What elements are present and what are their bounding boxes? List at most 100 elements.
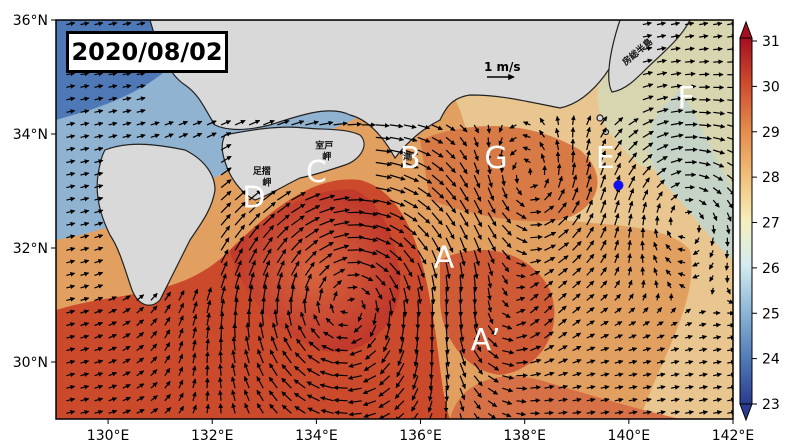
current-arrow bbox=[473, 375, 483, 387]
current-arrow bbox=[570, 126, 576, 138]
current-arrow bbox=[220, 120, 232, 126]
region-labels: A A’ B C D E F G bbox=[242, 81, 694, 358]
current-arrow bbox=[150, 292, 158, 301]
current-arrow bbox=[122, 396, 131, 402]
current-arrow bbox=[727, 335, 733, 340]
x-tick-label: 140°E bbox=[608, 428, 651, 444]
current-arrow bbox=[487, 224, 497, 240]
current-arrow bbox=[555, 115, 561, 125]
current-arrow bbox=[94, 121, 104, 127]
current-arrow bbox=[66, 134, 76, 139]
current-arrow bbox=[417, 262, 425, 279]
current-arrow bbox=[684, 397, 694, 403]
current-arrow bbox=[122, 121, 132, 127]
current-arrow bbox=[654, 280, 659, 289]
current-arrow bbox=[389, 212, 405, 220]
current-arrow bbox=[445, 149, 456, 160]
current-arrow bbox=[539, 117, 546, 126]
current-arrow bbox=[290, 272, 298, 289]
current-arrow bbox=[656, 120, 669, 126]
current-arrow bbox=[684, 308, 691, 314]
current-arrow bbox=[80, 234, 90, 239]
current-arrow bbox=[375, 199, 392, 206]
current-arrow bbox=[333, 360, 348, 366]
current-arrow bbox=[713, 385, 722, 390]
current-arrow bbox=[473, 387, 482, 398]
current-arrow bbox=[727, 347, 733, 353]
current-arrow bbox=[333, 208, 350, 214]
current-arrow bbox=[726, 187, 733, 196]
current-arrow bbox=[670, 193, 679, 201]
current-arrow bbox=[66, 109, 76, 114]
current-arrow bbox=[276, 237, 288, 251]
current-arrow bbox=[501, 237, 512, 248]
current-arrow bbox=[473, 250, 480, 267]
current-arrow bbox=[487, 275, 493, 289]
current-arrow bbox=[334, 347, 348, 353]
colorbar-tick-label: 30 bbox=[762, 79, 780, 95]
current-arrow bbox=[66, 410, 76, 415]
current-arrow bbox=[713, 397, 722, 403]
current-arrow bbox=[276, 190, 292, 201]
current-arrow bbox=[269, 403, 278, 414]
current-arrow bbox=[642, 107, 654, 113]
current-arrow bbox=[297, 325, 306, 339]
current-arrow bbox=[164, 354, 171, 364]
current-arrow bbox=[178, 120, 189, 126]
current-arrow bbox=[294, 365, 306, 377]
current-arrow bbox=[361, 249, 378, 256]
current-arrow bbox=[361, 300, 366, 310]
current-arrow bbox=[642, 58, 653, 64]
current-arrow bbox=[459, 199, 469, 215]
current-arrow bbox=[205, 390, 210, 401]
current-arrow bbox=[445, 250, 453, 266]
current-arrow bbox=[66, 221, 76, 227]
current-arrow bbox=[628, 200, 634, 213]
current-arrow bbox=[94, 159, 104, 164]
current-arrow bbox=[230, 376, 236, 389]
current-arrow bbox=[245, 322, 251, 339]
current-arrow bbox=[530, 234, 543, 240]
current-arrow bbox=[685, 209, 693, 215]
current-arrow bbox=[204, 377, 210, 389]
current-arrow bbox=[544, 410, 554, 416]
current-arrow bbox=[417, 149, 432, 157]
current-arrow bbox=[665, 244, 672, 251]
current-arrow bbox=[670, 33, 681, 39]
current-arrow bbox=[80, 96, 90, 102]
current-arrow bbox=[487, 199, 496, 214]
place-name: 潮 bbox=[403, 151, 412, 163]
current-arrow bbox=[262, 260, 271, 276]
current-arrow bbox=[401, 312, 406, 330]
current-arrow bbox=[516, 308, 526, 314]
current-arrow bbox=[498, 137, 504, 146]
current-arrow bbox=[656, 107, 669, 113]
current-arrow bbox=[558, 345, 568, 352]
current-arrow bbox=[530, 305, 539, 314]
current-arrow bbox=[319, 230, 335, 239]
current-arrow bbox=[712, 161, 725, 168]
current-arrow bbox=[614, 347, 624, 352]
current-arrow bbox=[501, 287, 508, 297]
current-arrow bbox=[276, 284, 282, 301]
current-arrow bbox=[231, 389, 236, 401]
current-arrow bbox=[459, 250, 466, 267]
current-arrow bbox=[80, 409, 90, 415]
current-arrow bbox=[670, 83, 683, 89]
current-arrow bbox=[670, 108, 684, 114]
current-arrow bbox=[614, 213, 620, 226]
current-arrow bbox=[164, 291, 172, 301]
current-arrow bbox=[389, 262, 401, 276]
current-arrow bbox=[727, 410, 733, 415]
current-arrow bbox=[558, 280, 568, 289]
current-arrow bbox=[685, 46, 695, 52]
current-arrow bbox=[656, 155, 668, 164]
current-arrow bbox=[499, 162, 505, 173]
current-arrow bbox=[600, 162, 606, 176]
current-arrow bbox=[614, 139, 623, 151]
current-arrow bbox=[459, 162, 468, 175]
current-arrow bbox=[375, 287, 383, 300]
current-arrow bbox=[80, 146, 90, 152]
current-arrow bbox=[628, 397, 638, 403]
current-arrow bbox=[304, 250, 317, 264]
